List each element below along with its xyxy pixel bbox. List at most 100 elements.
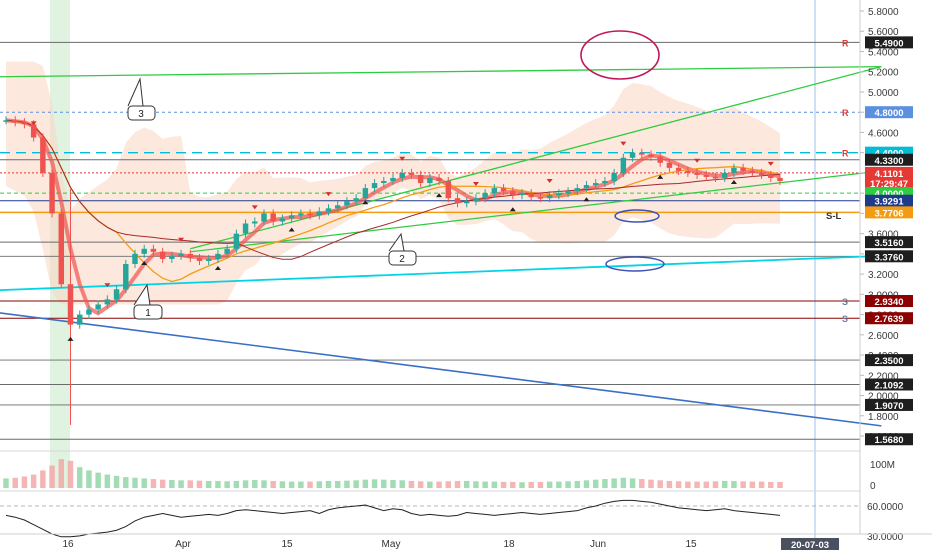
candle-body bbox=[583, 185, 590, 189]
candle-body bbox=[224, 248, 230, 254]
candle-body bbox=[344, 201, 350, 206]
volume-bar bbox=[123, 477, 129, 488]
price-tag bbox=[865, 194, 913, 207]
price-tick-label: 2.2000 bbox=[868, 371, 899, 382]
price-tag bbox=[865, 236, 913, 249]
candle-body bbox=[381, 181, 387, 184]
volume-bar bbox=[215, 480, 221, 488]
candle-body bbox=[445, 181, 452, 199]
price-tag-label: 2.7639 bbox=[874, 314, 903, 325]
volume-bar bbox=[417, 481, 424, 488]
candle-body bbox=[463, 201, 470, 204]
volume-bar bbox=[537, 481, 544, 488]
price-tick-label: 5.6000 bbox=[868, 27, 899, 38]
candle-body bbox=[21, 122, 28, 125]
volume-bar bbox=[21, 476, 28, 488]
volume-bar bbox=[721, 480, 728, 488]
volume-bar bbox=[482, 481, 488, 488]
candle-body bbox=[565, 191, 571, 194]
candle-body bbox=[86, 309, 92, 315]
candle-body bbox=[58, 213, 65, 285]
volume-bar bbox=[399, 480, 405, 488]
price-tag-label: 2.1092 bbox=[874, 380, 903, 391]
candle-body bbox=[298, 213, 304, 216]
time-tick-label: Apr bbox=[175, 539, 191, 550]
signal-marker bbox=[546, 179, 553, 184]
green-trend-top bbox=[0, 66, 882, 78]
candle-body bbox=[371, 183, 378, 189]
annotation-ellipse-mid bbox=[614, 209, 660, 223]
volume-bar bbox=[132, 477, 138, 488]
signal-marker bbox=[399, 156, 406, 161]
candle-body bbox=[731, 167, 737, 173]
volume-bar bbox=[712, 481, 719, 488]
signal-marker bbox=[178, 237, 185, 242]
price-tag bbox=[865, 106, 913, 119]
time-cursor-label: 20-07-03 bbox=[791, 540, 829, 550]
level-marker: R bbox=[842, 108, 849, 118]
candles bbox=[3, 116, 783, 425]
candle-body bbox=[473, 198, 479, 202]
price-tick-label: 3.6000 bbox=[868, 230, 899, 241]
volume-bar bbox=[436, 481, 442, 488]
callout-2: 2 bbox=[388, 232, 417, 266]
volume-bars bbox=[3, 459, 783, 488]
candle-body bbox=[12, 120, 18, 123]
price-tick-label: 2.0000 bbox=[868, 392, 899, 403]
candle-body bbox=[510, 191, 516, 196]
signal-marker bbox=[104, 283, 111, 288]
volume-bar bbox=[187, 480, 194, 488]
candle-body bbox=[500, 188, 507, 192]
price-tag bbox=[865, 312, 913, 325]
candle-body bbox=[648, 154, 654, 157]
volume-bar bbox=[510, 481, 516, 488]
price-tag bbox=[865, 354, 913, 367]
volume-bar bbox=[500, 481, 507, 488]
volume-bar bbox=[307, 481, 313, 488]
blue-trend-line bbox=[0, 312, 882, 427]
volume-bar bbox=[233, 480, 240, 488]
time-tick-label: May bbox=[382, 539, 401, 550]
candle-body bbox=[104, 299, 111, 305]
price-tag-label: 3.5160 bbox=[874, 238, 903, 249]
volume-bar bbox=[86, 470, 92, 488]
candle-body bbox=[399, 172, 405, 178]
candle-body bbox=[233, 233, 240, 249]
candle-body bbox=[620, 157, 627, 173]
oscillator-axis-low: 30.0000 bbox=[867, 532, 904, 543]
candle-body bbox=[703, 174, 710, 177]
candle-body bbox=[639, 152, 645, 155]
candle-body bbox=[721, 172, 728, 178]
time-axis[interactable]: 16 Apr 15 May 18 Jun 15 bbox=[62, 539, 697, 550]
oscillator-path bbox=[5, 499, 781, 538]
candle-body bbox=[95, 304, 101, 310]
volume-bar bbox=[58, 459, 65, 488]
volume-bar bbox=[261, 480, 267, 488]
volume-bar bbox=[344, 480, 350, 488]
signal-marker bbox=[694, 158, 701, 163]
price-tag-label: 1.9070 bbox=[874, 401, 903, 412]
candle-body bbox=[528, 193, 534, 198]
volume-bar bbox=[178, 480, 184, 488]
candle-body bbox=[3, 120, 9, 122]
volume-bar bbox=[95, 472, 101, 488]
candle-body bbox=[758, 172, 765, 175]
volume-bar bbox=[777, 481, 783, 488]
volume-bar bbox=[491, 481, 498, 488]
candle-body bbox=[215, 253, 221, 259]
candle-body bbox=[629, 152, 636, 158]
signal-markers bbox=[30, 121, 774, 341]
volume-bar bbox=[49, 465, 55, 488]
signal-marker bbox=[251, 205, 258, 210]
callout-3-label: 3 bbox=[138, 109, 144, 120]
volume-bar bbox=[675, 481, 682, 488]
ma-long bbox=[5, 119, 781, 260]
time-tick-label: 15 bbox=[685, 539, 697, 550]
volume-bar bbox=[40, 470, 46, 488]
price-tick-label: 4.6000 bbox=[868, 128, 899, 139]
volume-bar bbox=[371, 479, 378, 488]
candle-body bbox=[141, 248, 147, 254]
price-tag-label: 3.3760 bbox=[874, 252, 903, 263]
signal-marker bbox=[620, 141, 627, 146]
